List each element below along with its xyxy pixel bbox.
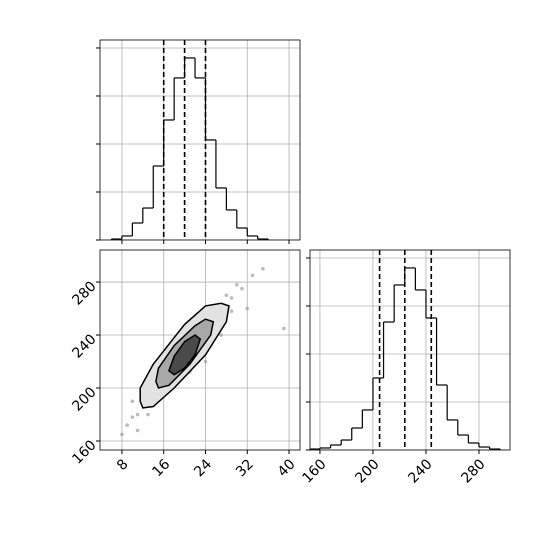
x-tick-label: 240	[405, 456, 435, 486]
point	[229, 296, 234, 300]
point	[261, 267, 265, 271]
plot-area	[100, 250, 300, 450]
axes-frame	[99, 249, 301, 451]
axes-frame	[309, 249, 511, 451]
plot-area	[310, 250, 510, 450]
point	[245, 306, 250, 311]
point	[224, 293, 229, 298]
point	[203, 359, 208, 364]
plot-area	[100, 40, 300, 240]
point	[130, 415, 135, 419]
axes-frame	[99, 39, 301, 241]
x-tick-label: 200	[352, 456, 382, 486]
y-tick-label: 280	[69, 278, 99, 308]
point	[146, 412, 150, 417]
point	[120, 432, 124, 437]
x-tick-label: 32	[233, 456, 257, 480]
point	[135, 412, 140, 417]
x-tick-label: 280	[458, 456, 488, 486]
y-tick-label: 240	[69, 331, 99, 361]
point	[130, 399, 135, 404]
point	[282, 326, 286, 331]
x-tick-label: 8	[114, 456, 132, 474]
point	[229, 309, 234, 313]
point	[125, 423, 129, 427]
point	[135, 428, 140, 433]
x-tick-label: 16	[149, 456, 173, 480]
point	[240, 286, 244, 291]
y-tick-label: 160	[69, 437, 99, 467]
x-tick-label: 160	[299, 456, 329, 486]
point	[235, 282, 239, 287]
point	[219, 333, 223, 337]
contour	[168, 334, 202, 376]
point	[250, 273, 255, 278]
x-tick-label: 24	[191, 456, 215, 480]
x-tick-label: 40	[275, 456, 299, 480]
y-tick-label: 200	[69, 384, 99, 414]
